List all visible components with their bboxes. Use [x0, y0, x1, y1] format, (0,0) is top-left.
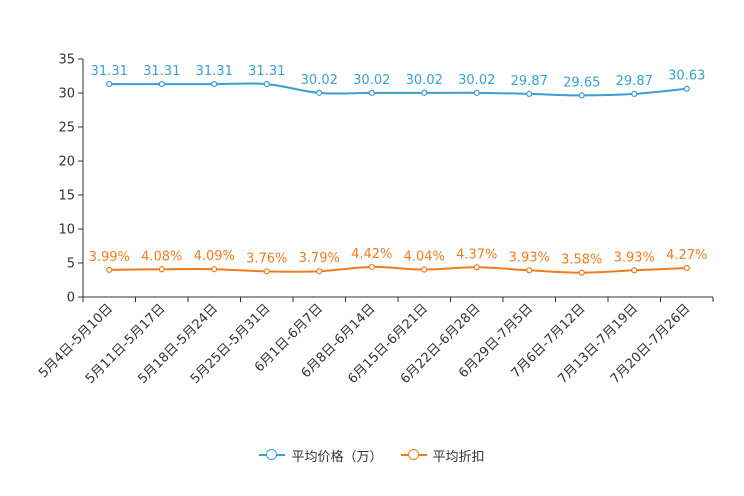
- y-tick-label: 5: [67, 257, 75, 272]
- line-chart: 051015202530355月4日-5月10日5月11日-5月17日5月18日…: [36, 53, 714, 387]
- data-label: 3.76%: [246, 251, 287, 266]
- series-0: 31.31 31.31 31.31 31.31 30.02 30.02 30.02 30.02…: [91, 64, 705, 99]
- legend: 平均价格（万） 平均折扣: [0, 444, 744, 466]
- data-label: 3.93%: [614, 250, 655, 265]
- legend-item-price[interactable]: 平均价格（万）: [259, 446, 383, 465]
- y-tick-label: 35: [58, 53, 75, 68]
- series-line: [109, 265, 687, 274]
- data-point[interactable]: [683, 85, 690, 92]
- data-label: 30.02: [458, 73, 495, 88]
- legend-label-price: 平均价格（万）: [291, 449, 383, 465]
- data-label: 4.04%: [404, 250, 445, 265]
- data-label: 3.99%: [89, 250, 130, 265]
- data-point[interactable]: [526, 90, 533, 97]
- data-point[interactable]: [631, 90, 638, 97]
- data-point[interactable]: [368, 89, 375, 96]
- data-point[interactable]: [211, 266, 218, 273]
- data-label: 30.63: [668, 69, 705, 84]
- legend-label-discount: 平均折扣: [432, 449, 485, 465]
- data-point[interactable]: [263, 80, 270, 88]
- data-point[interactable]: [683, 264, 690, 272]
- data-label: 29.87: [616, 74, 653, 89]
- legend-line-circle-icon: [259, 448, 286, 462]
- data-label: 4.09%: [194, 249, 235, 264]
- series-line: [109, 82, 687, 97]
- data-point[interactable]: [421, 266, 428, 273]
- data-point[interactable]: [158, 80, 165, 88]
- data-label: 4.08%: [141, 249, 182, 264]
- data-label: 3.79%: [299, 251, 340, 266]
- data-label: 3.93%: [509, 250, 550, 265]
- data-label: 4.42%: [351, 247, 392, 262]
- data-label: 30.02: [301, 73, 338, 88]
- data-point[interactable]: [316, 268, 323, 275]
- data-label: 31.31: [143, 64, 180, 79]
- data-point[interactable]: [631, 267, 638, 274]
- data-point[interactable]: [473, 89, 480, 96]
- data-label: 4.37%: [456, 247, 497, 262]
- data-label: 4.27%: [666, 248, 707, 263]
- data-label: 30.02: [353, 73, 390, 88]
- y-tick-label: 20: [58, 155, 75, 170]
- data-label: 29.87: [511, 74, 548, 89]
- y-tick-label: 30: [58, 87, 75, 102]
- data-label: 31.31: [91, 64, 128, 79]
- data-point[interactable]: [106, 80, 113, 88]
- data-point[interactable]: [106, 266, 113, 273]
- y-tick-label: 10: [58, 223, 75, 238]
- data-label: 3.58%: [561, 253, 602, 268]
- y-tick-label: 25: [58, 121, 75, 136]
- y-tick-label: 15: [58, 189, 75, 204]
- y-tick-label: 0: [67, 291, 75, 306]
- data-point[interactable]: [211, 80, 218, 88]
- data-point[interactable]: [263, 268, 270, 275]
- data-point[interactable]: [526, 267, 533, 274]
- data-label: 30.02: [406, 73, 443, 88]
- data-point[interactable]: [368, 263, 375, 271]
- series-layer: 31.31 31.31 31.31 31.31 30.02 30.02 30.02 30.02…: [89, 64, 707, 276]
- data-label: 29.65: [563, 75, 600, 90]
- axes: 051015202530355月4日-5月10日5月11日-5月17日5月18日…: [36, 53, 714, 387]
- data-point[interactable]: [578, 269, 585, 276]
- data-point[interactable]: [578, 92, 585, 99]
- data-point[interactable]: [473, 264, 480, 271]
- legend-line-circle-icon: [400, 448, 427, 462]
- data-point[interactable]: [158, 266, 165, 273]
- data-point[interactable]: [421, 89, 428, 96]
- data-label: 31.31: [196, 64, 233, 79]
- series-1: 3.99% 4.08% 4.09% 3.76% 3.79% 4.42% 4.04% 4.37%…: [89, 247, 707, 276]
- data-point[interactable]: [316, 89, 323, 96]
- data-label: 31.31: [248, 64, 285, 79]
- legend-item-discount[interactable]: 平均折扣: [400, 446, 485, 465]
